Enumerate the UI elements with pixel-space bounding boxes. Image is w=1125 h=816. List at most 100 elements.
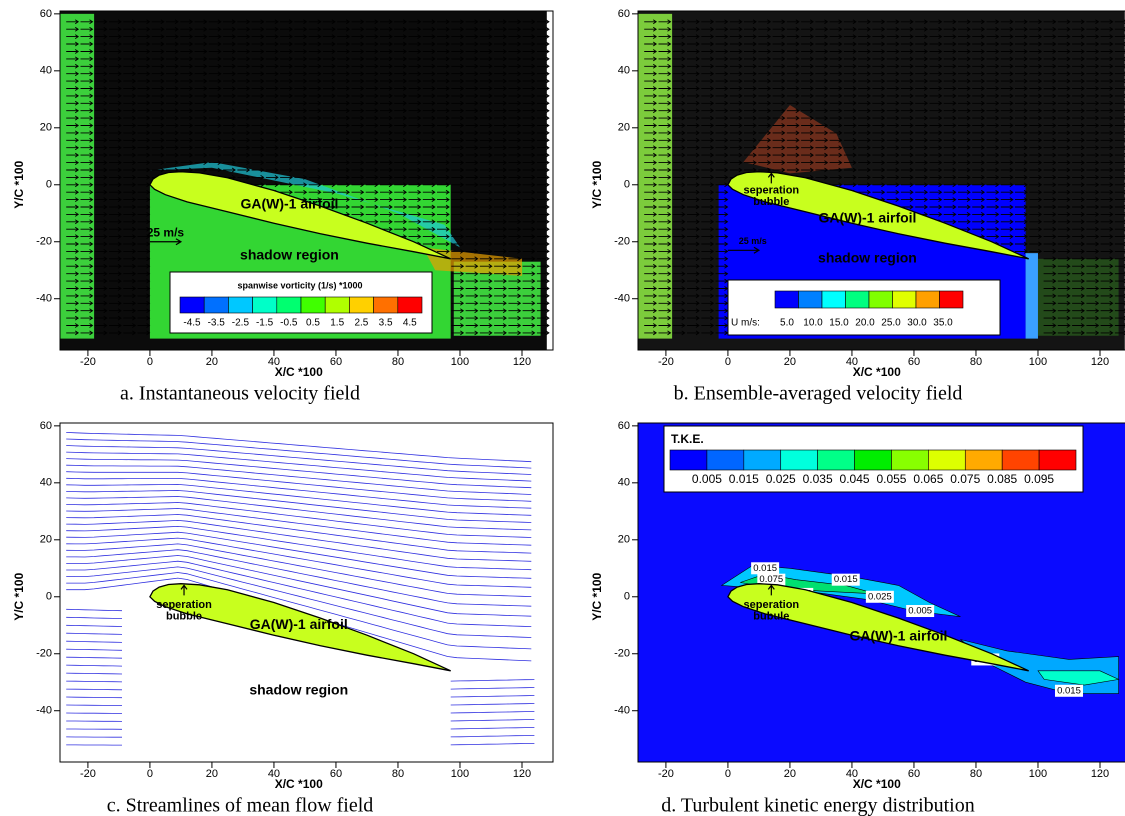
y-tick-label: 20 bbox=[618, 122, 630, 134]
y-tick-label: 0 bbox=[624, 179, 630, 191]
x-tick-label: -20 bbox=[80, 356, 96, 368]
legend-swatch bbox=[780, 449, 818, 471]
legend-swatch bbox=[397, 296, 423, 314]
x-tick-label: -20 bbox=[658, 768, 674, 780]
legend-swatch bbox=[349, 296, 374, 314]
panel: -20 0 20 40 60 80 100 120 -40 -20 0 20 40 60 X/C *100 Y… bbox=[590, 8, 1125, 405]
y-tick-label: 20 bbox=[40, 534, 52, 546]
legend-swatch bbox=[854, 449, 892, 471]
legend-swatch bbox=[179, 296, 205, 314]
y-tick-label: 40 bbox=[40, 65, 52, 77]
legend-label: 1.5 bbox=[330, 318, 344, 329]
x-tick-label: 60 bbox=[330, 768, 342, 780]
y-tick-label: -40 bbox=[614, 293, 630, 305]
bubble-arrow bbox=[180, 584, 188, 596]
y-axis-label: Y/C *100 bbox=[12, 572, 26, 620]
legend-label: 0.075 bbox=[950, 472, 980, 486]
panel: -20 0 20 40 60 80 100 120 -40 -20 0 20 40 60 X/C *100 Y… bbox=[12, 420, 554, 816]
field-bg bbox=[60, 423, 547, 762]
x-tick-label: 80 bbox=[392, 356, 404, 368]
legend-swatch bbox=[1038, 449, 1077, 471]
legend-label: 0.5 bbox=[306, 318, 320, 329]
plot-frame bbox=[637, 10, 1125, 351]
legend-swatch bbox=[373, 296, 399, 314]
legend-label: 10.0 bbox=[803, 318, 823, 329]
annotation: GA(W)-1 airfoil bbox=[250, 616, 348, 632]
contour-label-bg bbox=[831, 573, 860, 586]
y-tick-label: 40 bbox=[618, 477, 630, 489]
caption: c. Streamlines of mean flow field bbox=[107, 795, 374, 816]
legend-swatch bbox=[891, 449, 929, 471]
legend-label: 25.0 bbox=[881, 318, 901, 329]
contour-label-bg bbox=[865, 590, 894, 603]
legend-label: -2.5 bbox=[232, 318, 250, 329]
x-axis-label: X/C *100 bbox=[275, 777, 323, 791]
x-tick-label: 40 bbox=[846, 768, 858, 780]
x-tick-label: 120 bbox=[513, 768, 531, 780]
legend-swatch bbox=[928, 449, 966, 471]
panel: -20 0 20 40 60 80 100 120 -40 -20 0 20 40 60 X/C *100 Y… bbox=[12, 8, 554, 405]
annotation: seperation bbox=[744, 599, 800, 611]
x-tick-label: 20 bbox=[784, 356, 796, 368]
legend-label: -4.5 bbox=[183, 318, 201, 329]
annotation: shadow region bbox=[249, 681, 348, 697]
y-tick-label: -20 bbox=[614, 236, 630, 248]
legend-title: T.K.E. bbox=[671, 432, 704, 446]
x-tick-label: 40 bbox=[846, 356, 858, 368]
annotation: seperation bbox=[744, 184, 800, 196]
legend-swatch bbox=[203, 296, 229, 314]
plot-frame bbox=[59, 422, 554, 763]
legend-swatch bbox=[300, 296, 326, 314]
x-tick-label: 80 bbox=[970, 768, 982, 780]
legend-swatch bbox=[276, 296, 302, 314]
legend-label: -3.5 bbox=[208, 318, 226, 329]
legend-title: U m/s: bbox=[731, 318, 760, 329]
annotation: bubble bbox=[166, 611, 202, 623]
vector-arrows bbox=[644, 19, 1125, 336]
annotation: bubble bbox=[753, 196, 789, 208]
legend-swatch bbox=[706, 449, 745, 471]
legend-swatch bbox=[868, 290, 893, 309]
x-axis-label: X/C *100 bbox=[275, 365, 323, 379]
y-tick-label: 0 bbox=[624, 591, 630, 603]
y-tick-label: 0 bbox=[46, 591, 52, 603]
field bbox=[60, 423, 547, 762]
y-tick-label: 20 bbox=[40, 122, 52, 134]
contour-label: 0.005 bbox=[908, 606, 932, 617]
legend-label: 0.025 bbox=[766, 472, 796, 486]
legend-swatch bbox=[892, 290, 917, 309]
tke-contour bbox=[1037, 670, 1120, 686]
annotation: GA(W)-1 airfoil bbox=[240, 195, 338, 211]
legend-label: 0.065 bbox=[913, 472, 943, 486]
legend-swatch bbox=[324, 296, 350, 314]
x-tick-label: 0 bbox=[147, 768, 153, 780]
x-tick-label: 40 bbox=[268, 356, 280, 368]
y-tick-label: -40 bbox=[36, 705, 52, 717]
legend-label: 3.5 bbox=[379, 318, 393, 329]
x-tick-label: 100 bbox=[451, 356, 469, 368]
contour-label-bg bbox=[751, 562, 780, 575]
y-tick-label: 20 bbox=[618, 534, 630, 546]
y-tick-label: -20 bbox=[36, 648, 52, 660]
contour-label: 0.015 bbox=[834, 574, 858, 585]
y-axis-label: Y/C *100 bbox=[590, 572, 604, 620]
legend-label: 30.0 bbox=[907, 318, 927, 329]
x-tick-label: 0 bbox=[725, 356, 731, 368]
legend-label: 4.5 bbox=[403, 318, 417, 329]
x-tick-label: 100 bbox=[451, 768, 469, 780]
legend-swatch bbox=[845, 290, 870, 309]
bubble-arrow bbox=[767, 172, 775, 184]
legend-label: 20.0 bbox=[855, 318, 875, 329]
panel: 0.0150.0750.0350.0150.0250.0050.0050.015… bbox=[590, 420, 1125, 816]
airfoil bbox=[727, 583, 1029, 672]
x-tick-label: 120 bbox=[1091, 356, 1109, 368]
y-tick-label: -20 bbox=[614, 648, 630, 660]
contour-label-bg bbox=[906, 605, 935, 618]
x-tick-label: 20 bbox=[206, 356, 218, 368]
wake-region bbox=[1037, 258, 1119, 336]
legend-label: -1.5 bbox=[256, 318, 274, 329]
contour-label: 0.015 bbox=[1057, 685, 1081, 696]
annotation: shadow region bbox=[240, 247, 339, 263]
contour-label: 0.025 bbox=[868, 591, 892, 602]
